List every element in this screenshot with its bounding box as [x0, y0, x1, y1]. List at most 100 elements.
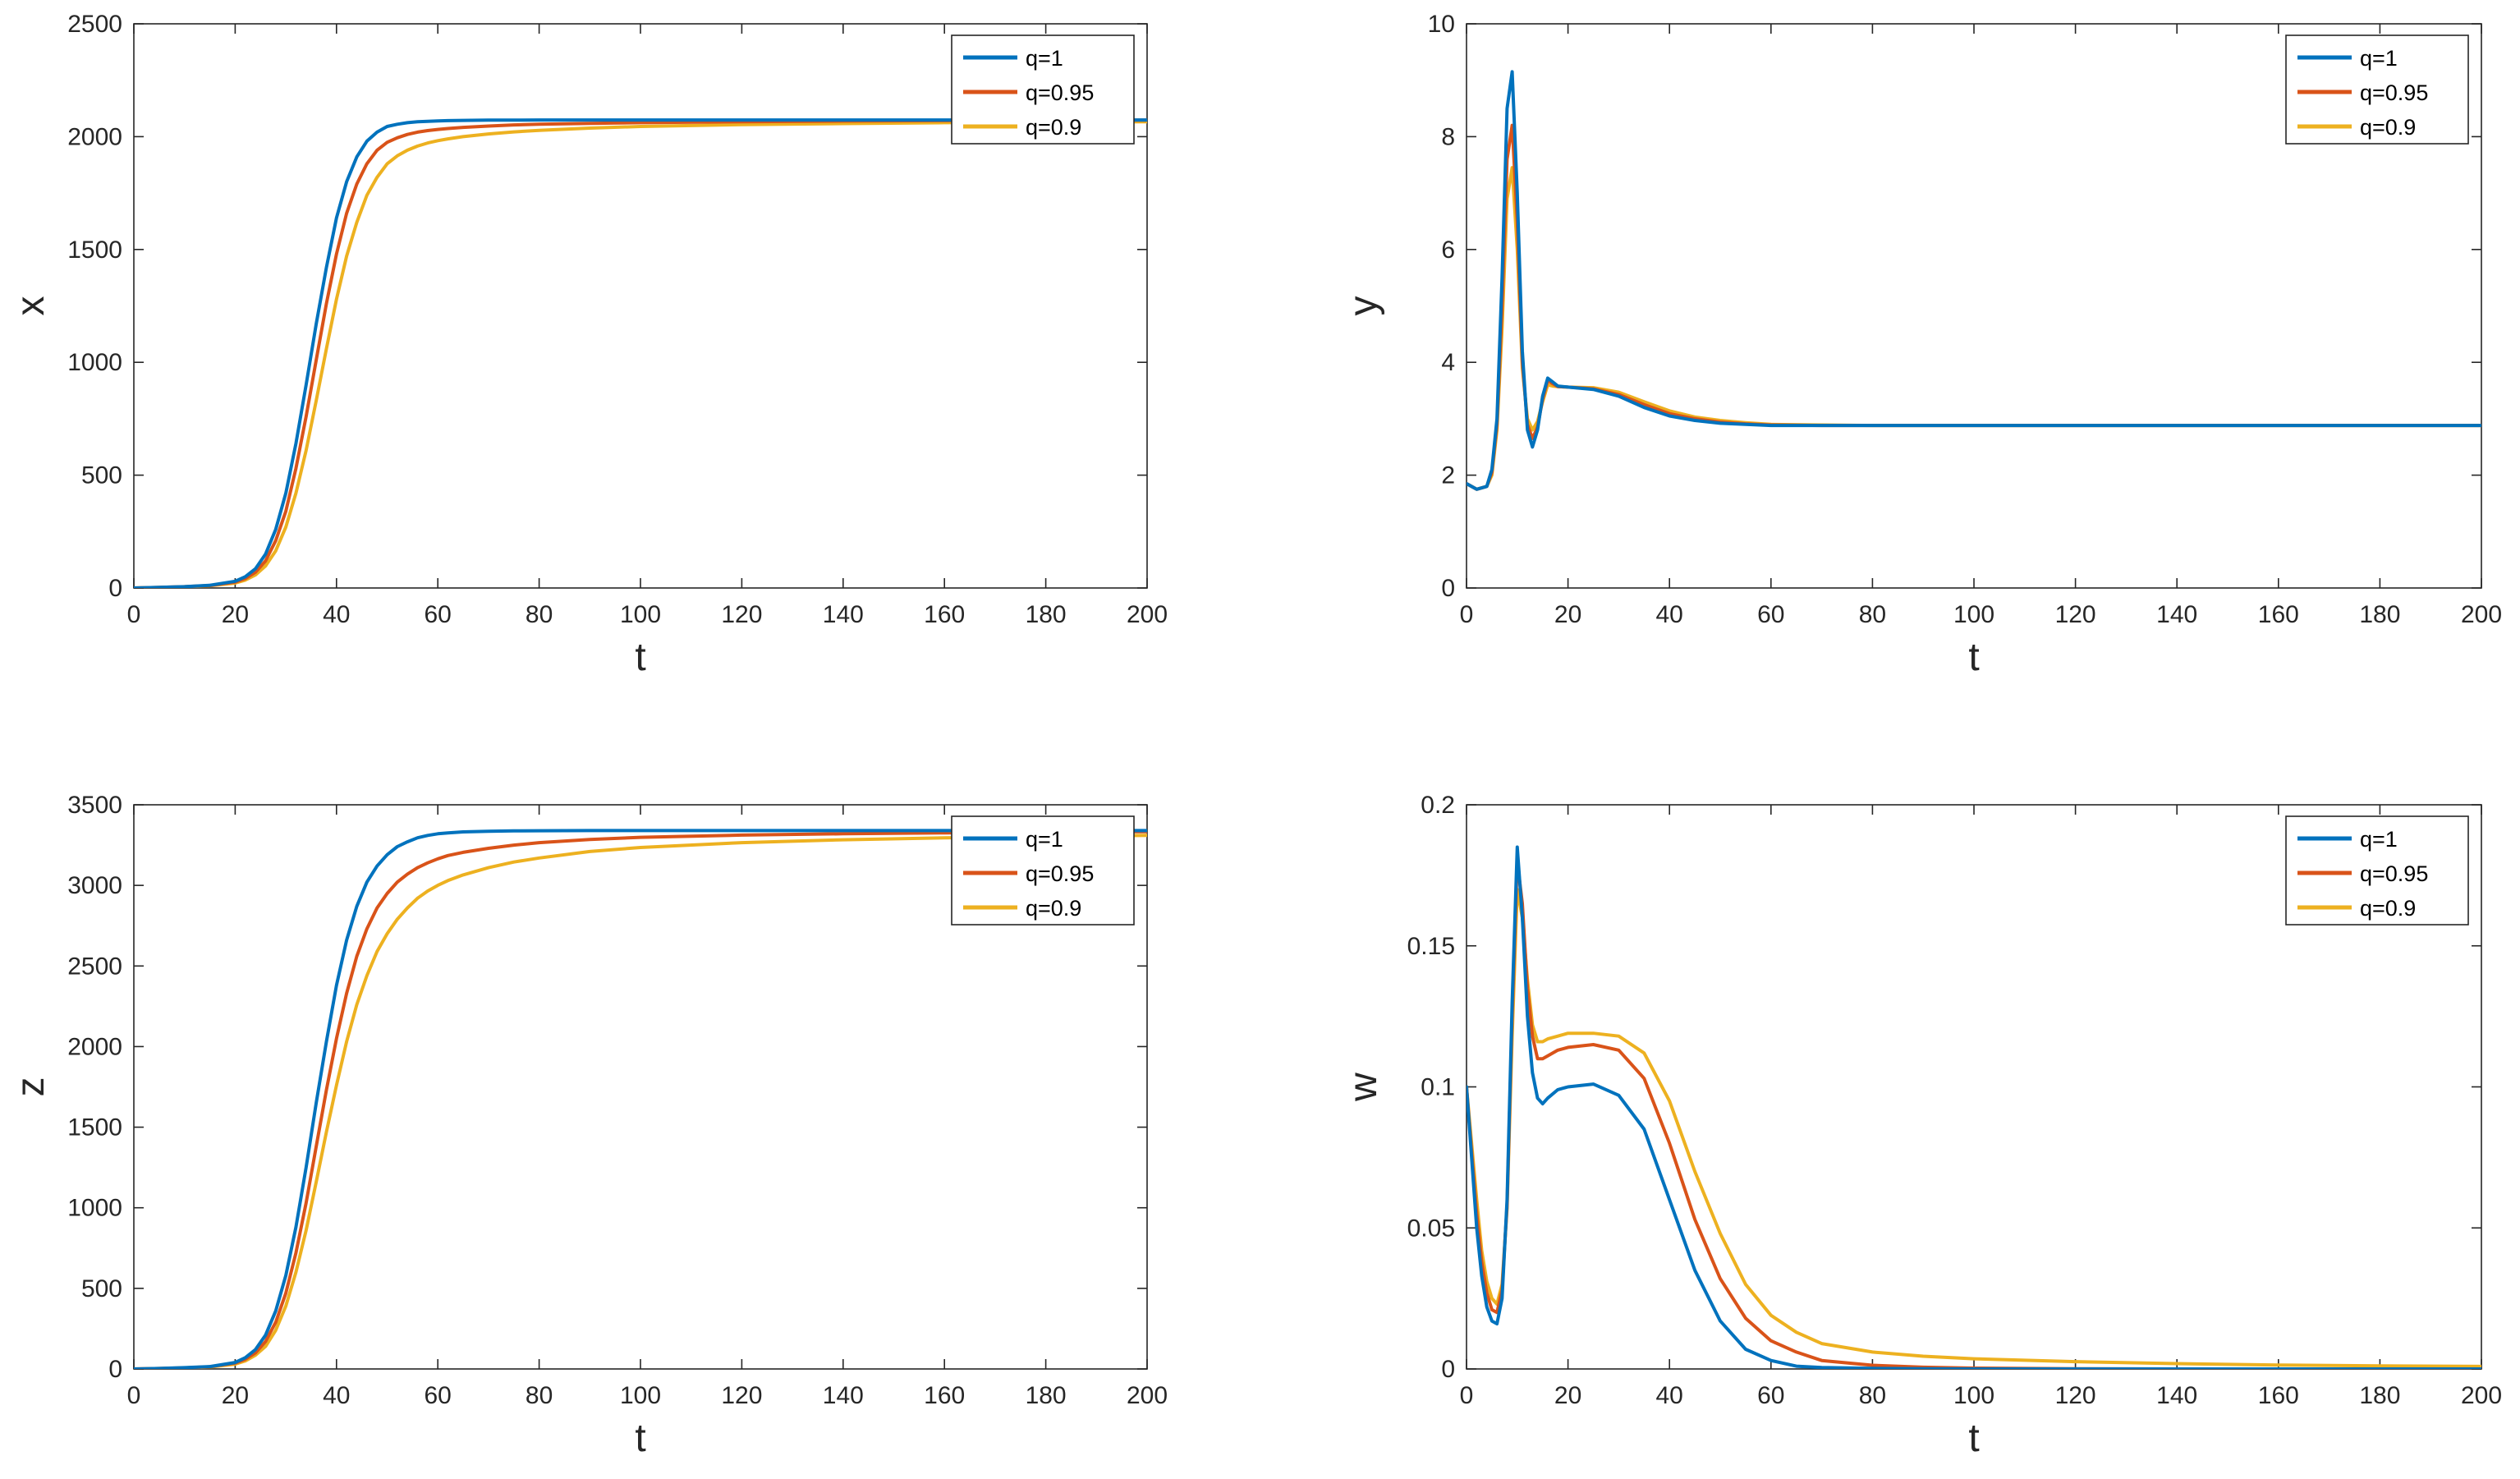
y-tick-label: 0	[108, 575, 122, 602]
x-tick-label: 0	[1460, 601, 1474, 628]
x-tick-label: 100	[620, 601, 661, 628]
series-line-q=1	[134, 118, 1147, 588]
y-tick-label: 4	[1441, 349, 1455, 376]
series-line-q=1	[134, 829, 1147, 1369]
x-axis-label: t	[635, 636, 645, 679]
panel-w: 0 20 40 60 80 100 120 140 160 180 200 0 0.05 0.1 0.15 0…	[1342, 792, 2502, 1460]
x-axis-label: t	[1968, 636, 1979, 679]
x-tick-label: 160	[2258, 601, 2299, 628]
x-tick-label: 160	[924, 601, 965, 628]
x-tick-label: 120	[2055, 1382, 2096, 1409]
x-tick-label: 20	[222, 601, 249, 628]
y-tick-label: 3000	[67, 872, 122, 899]
y-tick-label: 10	[1428, 11, 1455, 38]
x-tick-label: 80	[526, 601, 553, 628]
y-tick-label: 1000	[67, 1195, 122, 1222]
y-tick-label: 0.2	[1421, 792, 1455, 819]
series-line-q=0.9	[134, 120, 1147, 588]
legend-label: q=1	[2360, 46, 2398, 71]
x-tick-label: 200	[2461, 1382, 2502, 1409]
legend: q=1 q=0.95 q=0.9	[2285, 34, 2469, 145]
x-tick-label: 0	[1460, 1382, 1474, 1409]
x-tick-label: 180	[1026, 601, 1067, 628]
legend-label: q=0.9	[1026, 896, 1081, 921]
panel-z: 0 20 40 60 80 100 120 140 160 180 2000500100015002…	[9, 792, 1168, 1460]
x-tick-label: 160	[924, 1382, 965, 1409]
y-tick-label: 6	[1441, 237, 1455, 264]
y-tick-label: 0	[1441, 575, 1455, 602]
x-tick-label: 80	[1859, 1382, 1886, 1409]
x-tick-label: 120	[721, 1382, 762, 1409]
legend-label: q=1	[1026, 46, 1063, 71]
legend-label: q=0.95	[2360, 80, 2428, 105]
x-tick-label: 40	[323, 601, 350, 628]
y-tick-label: 2	[1441, 462, 1455, 489]
y-tick-label: 500	[81, 462, 122, 489]
y-tick-label: 0.15	[1407, 933, 1455, 960]
series-line-q=1	[1467, 70, 2481, 491]
x-tick-label: 20	[1554, 601, 1581, 628]
legend-label: q=0.95	[1026, 861, 1094, 886]
series-line-q=0.95	[1467, 859, 2481, 1369]
y-tick-label: 2000	[67, 1033, 122, 1060]
x-tick-label: 60	[1757, 1382, 1784, 1409]
x-tick-label: 40	[323, 1382, 350, 1409]
x-tick-label: 60	[1757, 601, 1784, 628]
legend-label: q=0.9	[2360, 896, 2416, 921]
y-tick-label: 0.1	[1421, 1074, 1455, 1101]
x-tick-label: 20	[1554, 1382, 1581, 1409]
x-tick-label: 140	[2156, 1382, 2197, 1409]
x-tick-label: 140	[823, 601, 864, 628]
x-axis-label: t	[1968, 1417, 1979, 1460]
x-tick-label: 160	[2258, 1382, 2299, 1409]
x-tick-label: 120	[2055, 601, 2096, 628]
x-tick-label: 140	[2156, 601, 2197, 628]
x-tick-label: 200	[1127, 1382, 1168, 1409]
x-tick-label: 120	[721, 601, 762, 628]
panel-x: 0 20 40 60 80 100 120 140 160 180 2000500100015002…	[9, 11, 1168, 679]
legend-label: q=0.95	[2360, 861, 2428, 886]
series-line-q=0.95	[134, 829, 1147, 1369]
x-tick-label: 200	[1127, 601, 1168, 628]
y-tick-label: 0	[1441, 1356, 1455, 1383]
series-line-q=0.9	[134, 834, 1147, 1369]
legend: q=1 q=0.95 q=0.9	[2285, 815, 2469, 926]
y-tick-label: 500	[81, 1275, 122, 1302]
x-tick-label: 200	[2461, 601, 2502, 628]
y-tick-label: 1500	[67, 237, 122, 264]
legend-label: q=1	[1026, 827, 1063, 852]
y-tick-label: 0.05	[1407, 1215, 1455, 1242]
legend-label: q=0.95	[1026, 80, 1094, 105]
y-tick-label: 0	[108, 1356, 122, 1383]
x-tick-label: 40	[1656, 1382, 1683, 1409]
legend-label: q=1	[2360, 827, 2398, 852]
x-tick-label: 60	[425, 1382, 452, 1409]
x-tick-label: 100	[1953, 1382, 1994, 1409]
x-tick-label: 80	[1859, 601, 1886, 628]
y-tick-label: 2500	[67, 953, 122, 980]
legend-label: q=0.9	[2360, 115, 2416, 140]
y-tick-label: 8	[1441, 123, 1455, 150]
series-line-q=0.95	[134, 118, 1147, 588]
x-tick-label: 180	[2359, 1382, 2400, 1409]
series-line-q=1	[1467, 845, 2481, 1369]
y-tick-label: 3500	[67, 792, 122, 819]
y-tick-label: 2500	[67, 11, 122, 38]
x-tick-label: 0	[127, 1382, 141, 1409]
y-axis-label: z	[9, 1077, 53, 1097]
y-tick-label: 2000	[67, 123, 122, 150]
series-line-q=0.9	[1467, 166, 2481, 491]
x-tick-label: 0	[127, 601, 141, 628]
x-tick-label: 140	[823, 1382, 864, 1409]
legend: q=1 q=0.95 q=0.9	[951, 34, 1135, 145]
x-tick-label: 180	[1026, 1382, 1067, 1409]
x-tick-label: 100	[620, 1382, 661, 1409]
y-axis-label: x	[9, 296, 53, 316]
series-line-q=0.9	[1467, 888, 2481, 1368]
y-axis-label: y	[1342, 296, 1385, 316]
x-tick-label: 100	[1953, 601, 1994, 628]
panel-y: 0 20 40 60 80 100 120 140 160 180 2000246810tyq=1q…	[1342, 11, 2502, 679]
y-axis-label: w	[1342, 1073, 1385, 1102]
legend: q=1 q=0.95 q=0.9	[951, 815, 1135, 926]
